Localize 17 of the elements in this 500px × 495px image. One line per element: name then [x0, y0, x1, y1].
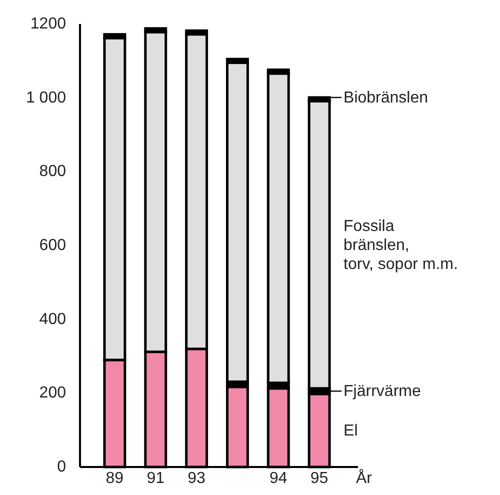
y-tick-label: 400 — [39, 310, 66, 328]
y-tick-label: 600 — [39, 237, 66, 254]
x-tick-label: 94 — [269, 470, 288, 487]
series-label: El — [344, 422, 358, 439]
y-tick-label: 800 — [39, 163, 66, 180]
y-tick-label: 1200 — [30, 16, 66, 32]
y-tick-label: 1 000 — [26, 89, 66, 106]
x-tick-label: 91 — [146, 470, 165, 487]
x-tick-label: 89 — [106, 470, 124, 487]
series-label: Fossila bränslen, torv, sopor m.m. — [344, 217, 458, 272]
y-tick-label: 0 — [57, 458, 66, 476]
y-tick-label: 200 — [39, 384, 66, 402]
x-tick-label: 93 — [188, 470, 206, 487]
x-axis-title: År — [356, 469, 373, 487]
legend-label: Biobränslen — [344, 88, 428, 106]
x-tick-label: 95 — [310, 470, 328, 487]
legend-label: Fjärrvärme — [344, 382, 421, 400]
